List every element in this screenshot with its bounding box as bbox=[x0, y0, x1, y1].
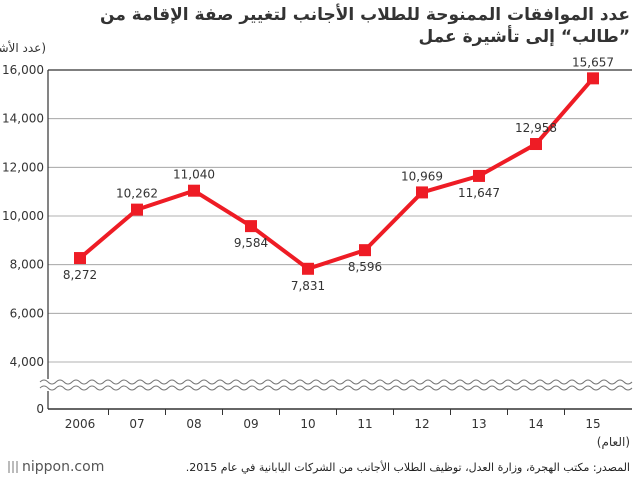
y-tick-label: 14,000 bbox=[2, 112, 44, 126]
data-point bbox=[302, 262, 314, 275]
data-label: 11,647 bbox=[458, 186, 500, 200]
data-point bbox=[131, 203, 143, 216]
data-label: 11,040 bbox=[173, 168, 215, 182]
x-tick-label: 08 bbox=[186, 417, 201, 431]
y-tick-label: 12,000 bbox=[2, 160, 44, 174]
data-point bbox=[473, 169, 485, 182]
data-label: 10,969 bbox=[401, 169, 443, 183]
data-point bbox=[74, 252, 86, 265]
data-point bbox=[245, 220, 257, 233]
axis-break-band bbox=[40, 379, 634, 391]
y-tick-label: 4,000 bbox=[10, 355, 44, 369]
data-label: 12,958 bbox=[515, 121, 557, 135]
chart-title-line-2: ”طالب“ إلى تأشيرة عمل bbox=[418, 27, 630, 47]
data-label: 7,831 bbox=[291, 279, 325, 293]
brand-logo: nippon.com bbox=[8, 459, 104, 475]
y-tick-label: 6,000 bbox=[10, 306, 44, 320]
x-tick-label: 2006 bbox=[65, 417, 96, 431]
data-label: 15,657 bbox=[572, 55, 614, 69]
x-tick-label: 13 bbox=[471, 417, 486, 431]
data-label: 9,584 bbox=[234, 236, 268, 250]
data-point bbox=[530, 138, 542, 151]
x-tick-label: 12 bbox=[414, 417, 429, 431]
series-line bbox=[78, 77, 595, 272]
x-tick-label: 09 bbox=[243, 417, 258, 431]
x-tick-label: 14 bbox=[528, 417, 543, 431]
x-tick-label: 11 bbox=[357, 417, 372, 431]
brand-name: nippon.com bbox=[22, 459, 105, 475]
x-tick-label: 15 bbox=[585, 417, 600, 431]
x-tick-label: 10 bbox=[300, 417, 315, 431]
data-point bbox=[416, 186, 428, 199]
y-tick-label: 0 bbox=[36, 402, 44, 416]
axis-break-wave bbox=[39, 385, 633, 391]
y-tick-label: 16,000 bbox=[2, 63, 44, 77]
data-label: 10,262 bbox=[116, 187, 158, 201]
chart-title-line-1: عدد الموافقات الممنوحة للطلاب الأجانب لت… bbox=[100, 5, 630, 25]
source-note: المصدر: مكتب الهجرة، وزارة العدل، توظيف … bbox=[185, 461, 630, 474]
brand-mark-icon bbox=[8, 461, 18, 473]
chart-title: عدد الموافقات الممنوحة للطلاب الأجانب لت… bbox=[10, 4, 630, 48]
axis-break-wave bbox=[39, 379, 633, 385]
x-tick-label: 07 bbox=[129, 417, 144, 431]
y-axis-label: (عدد الأشخاص) bbox=[0, 40, 46, 56]
y-tick-label: 8,000 bbox=[10, 258, 44, 272]
data-point bbox=[587, 72, 599, 85]
data-point bbox=[359, 244, 371, 257]
data-label: 8,272 bbox=[63, 268, 97, 282]
y-tick-label: 10,000 bbox=[2, 209, 44, 223]
x-axis-label: (العام) bbox=[597, 435, 630, 449]
data-point bbox=[188, 184, 200, 197]
data-label: 8,596 bbox=[348, 260, 382, 274]
